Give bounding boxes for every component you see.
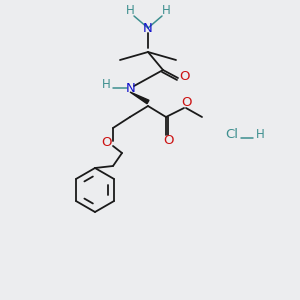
Polygon shape bbox=[130, 92, 149, 104]
Text: Cl: Cl bbox=[226, 128, 238, 142]
Text: O: O bbox=[179, 70, 189, 83]
Text: N: N bbox=[143, 22, 153, 34]
Text: O: O bbox=[101, 136, 111, 149]
Text: H: H bbox=[256, 128, 264, 142]
Text: O: O bbox=[164, 134, 174, 148]
Text: H: H bbox=[102, 79, 110, 92]
Text: O: O bbox=[182, 97, 192, 110]
Text: H: H bbox=[162, 4, 170, 16]
Text: N: N bbox=[126, 82, 136, 95]
Text: H: H bbox=[126, 4, 134, 16]
